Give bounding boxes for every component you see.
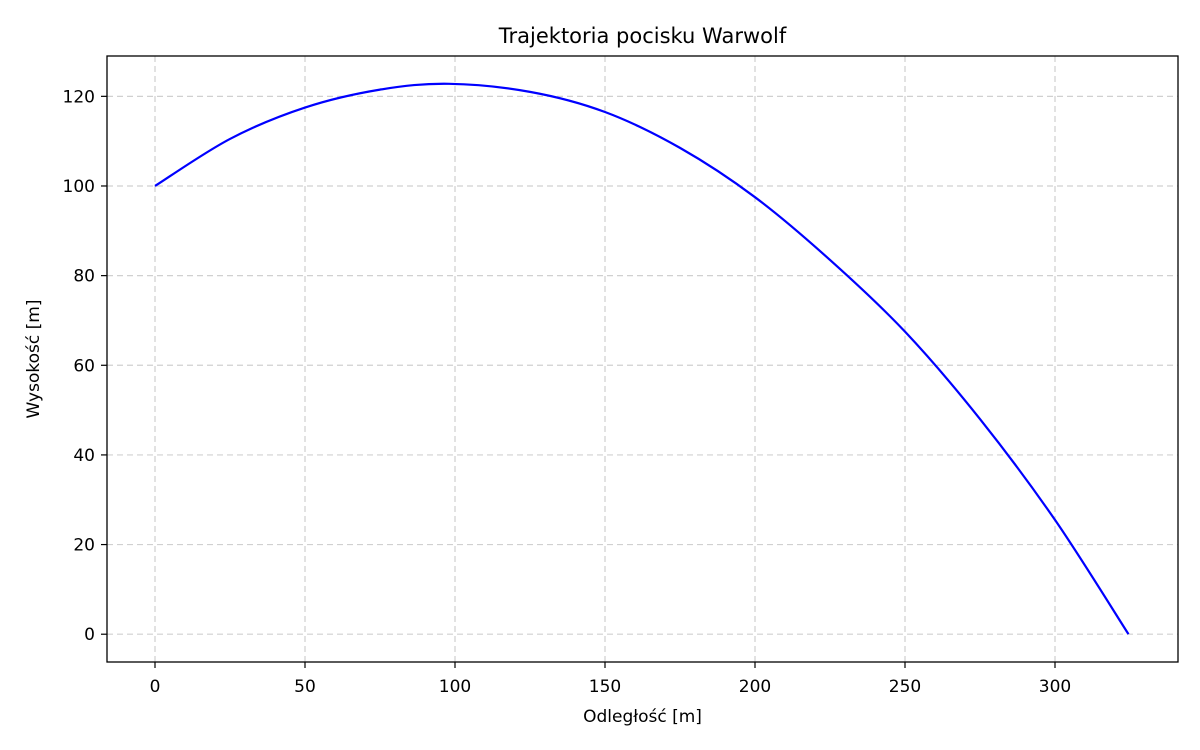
x-tick-label: 50 [294,677,316,697]
grid [107,56,1178,662]
y-tick-label: 60 [73,356,95,376]
chart-title: Trajektoria pocisku Warwolf [498,24,787,48]
trajectory-line [154,82,1130,635]
series-layer [154,82,1130,635]
y-tick-label: 0 [84,625,95,645]
y-tick-label: 40 [73,446,95,466]
x-tick-label: 150 [589,677,621,697]
ticks: 0 50 100 150 200 250 300 0 20 40 60 80 100 120 [63,87,1072,697]
x-tick-label: 200 [739,677,771,697]
x-tick-label: 250 [889,677,921,697]
x-tick-label: 300 [1039,677,1071,697]
plot-frame [106,55,1179,663]
y-tick-label: 20 [73,536,95,556]
y-axis-label: Wysokość [m] [24,300,44,419]
y-tick-label: 80 [73,267,95,287]
x-tick-label: 100 [439,677,471,697]
x-tick-label: 0 [150,677,161,697]
x-axis-label: Odległość [m] [583,707,702,727]
y-tick-label: 120 [63,87,95,107]
y-tick-label: 100 [63,177,95,197]
